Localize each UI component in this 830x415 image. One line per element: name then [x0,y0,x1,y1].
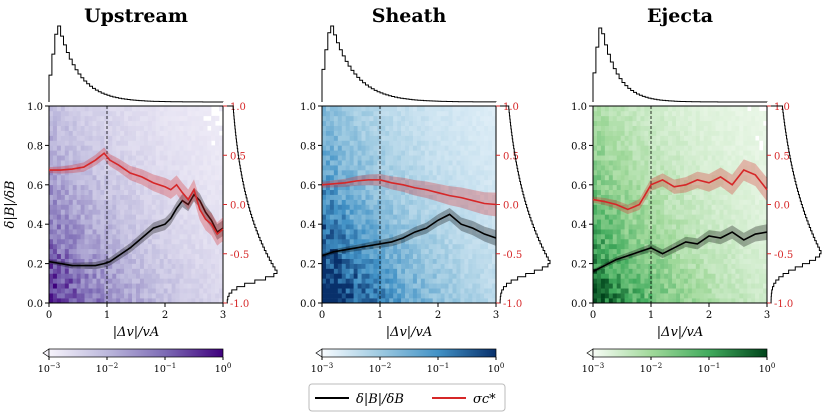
top-histogram [592,27,768,103]
colorbar-extend-arrow [42,348,50,358]
ytick-label: 0.0 [300,299,316,310]
y2tick-label: 1.0 [230,102,246,113]
ytick-label: 0.6 [27,181,43,192]
top-histogram [321,25,497,103]
colorbar [592,348,768,358]
ytick-label: 0.4 [27,220,43,231]
y2tick-label: 0.5 [503,151,519,162]
colorbar-tick-label: 100 [488,362,505,375]
legend-label-dbb: δ|B|/δB [356,392,404,407]
legend-frame [308,383,506,412]
colorbar-tick-label: 100 [215,362,232,375]
xtick-label: 1 [377,310,383,321]
top-histogram [48,25,224,103]
xtick-label: 1 [104,310,110,321]
ytick-label: 1.0 [300,102,316,113]
x-axis-label: |Δv|/vA [657,325,704,340]
series-line [321,179,497,206]
ytick-label: 0.2 [300,260,316,271]
colorbar-extend-arrow [586,348,594,358]
heatmap [322,106,497,304]
colorbar-tick-label: 10−3 [582,362,604,375]
ytick-label: 1.0 [27,102,43,113]
xtick-label: 0 [319,310,325,321]
colorbar-tick-label: 10−2 [640,362,662,375]
y2tick-label: -0.5 [503,250,522,261]
colorbar-tick-label: 10−1 [427,362,449,375]
panel-title: Ejecta [647,5,713,27]
ytick-label: 0.2 [571,260,587,271]
ytick-label: 0.6 [571,181,587,192]
legend-label-sigma: σc* [473,392,496,407]
ytick-label: 0.8 [300,141,316,152]
y-axis-label: δ|B|/δB [3,181,18,229]
series-line [321,213,497,257]
y2tick-label: -1.0 [230,299,249,310]
right-histogram [226,105,278,304]
xtick-label: 0 [590,310,596,321]
xtick-label: 3 [220,310,226,321]
y2tick-label: -0.5 [774,250,793,261]
panel-upstream: Upstream 0.0 0.2 0.4 0.6 0.8 1.0 -1.0 -0.5 0.0 0.5… [3,5,278,375]
series-line [48,193,224,267]
colorbar-tick-label: 10−2 [96,362,118,375]
ytick-label: 0.0 [571,299,587,310]
colorbar-tick-label: 10−1 [154,362,176,375]
colorbar-tick-label: 10−3 [311,362,333,375]
series-band [49,187,223,270]
ytick-label: 0.8 [27,141,43,152]
y2tick-label: 1.0 [774,102,790,113]
panel-title: Upstream [84,5,188,27]
colorbar-tick-label: 10−3 [38,362,60,375]
series-band [49,147,223,246]
ytick-label: 0.0 [27,299,43,310]
xtick-label: 2 [435,310,441,321]
series-band [322,208,496,258]
ytick-label: 0.2 [27,260,43,271]
colorbar-tick-label: 10−2 [369,362,391,375]
ytick-label: 0.4 [571,220,587,231]
y2tick-label: -1.0 [503,299,522,310]
colorbar-tick-label: 100 [759,362,776,375]
series-line [49,152,224,236]
series-band [322,173,496,217]
heatmap [593,106,768,304]
right-histogram [499,105,551,304]
colorbar [321,348,497,358]
colorbar [48,348,224,358]
xtick-label: 2 [162,310,168,321]
panel-title: Sheath [372,5,447,27]
ytick-label: 0.8 [571,141,587,152]
y2tick-label: 0.0 [230,201,246,212]
y2tick-label: 1.0 [503,102,519,113]
right-histogram [770,105,822,304]
ytick-label: 0.4 [300,220,316,231]
ytick-label: 1.0 [571,102,587,113]
colorbar-extend-arrow [315,348,323,358]
heatmap [49,106,224,304]
panel-sheath: Sheath 0.0 0.2 0.4 0.6 0.8 1.0 -1.0 -0.5 0.0 0.5 1.… [300,5,551,375]
legend: δ|B|/δB σc* [308,383,506,412]
y2tick-label: -0.5 [230,250,249,261]
x-axis-label: |Δv|/vA [113,325,160,340]
y2tick-label: 0.0 [503,201,519,212]
colorbar-tick-label: 10−1 [698,362,720,375]
x-axis-label: |Δv|/vA [386,325,433,340]
y2tick-label: -1.0 [774,299,793,310]
xtick-label: 0 [46,310,52,321]
y2tick-label: 0.0 [774,201,790,212]
xtick-label: 3 [493,310,499,321]
xtick-label: 1 [648,310,654,321]
series-band [593,159,767,215]
xtick-label: 3 [764,310,770,321]
series-line [592,169,768,211]
y2tick-label: 0.5 [774,151,790,162]
panel-ejecta: Ejecta 0.0 0.2 0.4 0.6 0.8 1.0 -1.0 -0.5 0.0 0.5 1.… [571,5,822,375]
ytick-label: 0.6 [300,181,316,192]
y2tick-label: 0.5 [230,151,246,162]
series-line [592,231,768,273]
xtick-label: 2 [706,310,712,321]
